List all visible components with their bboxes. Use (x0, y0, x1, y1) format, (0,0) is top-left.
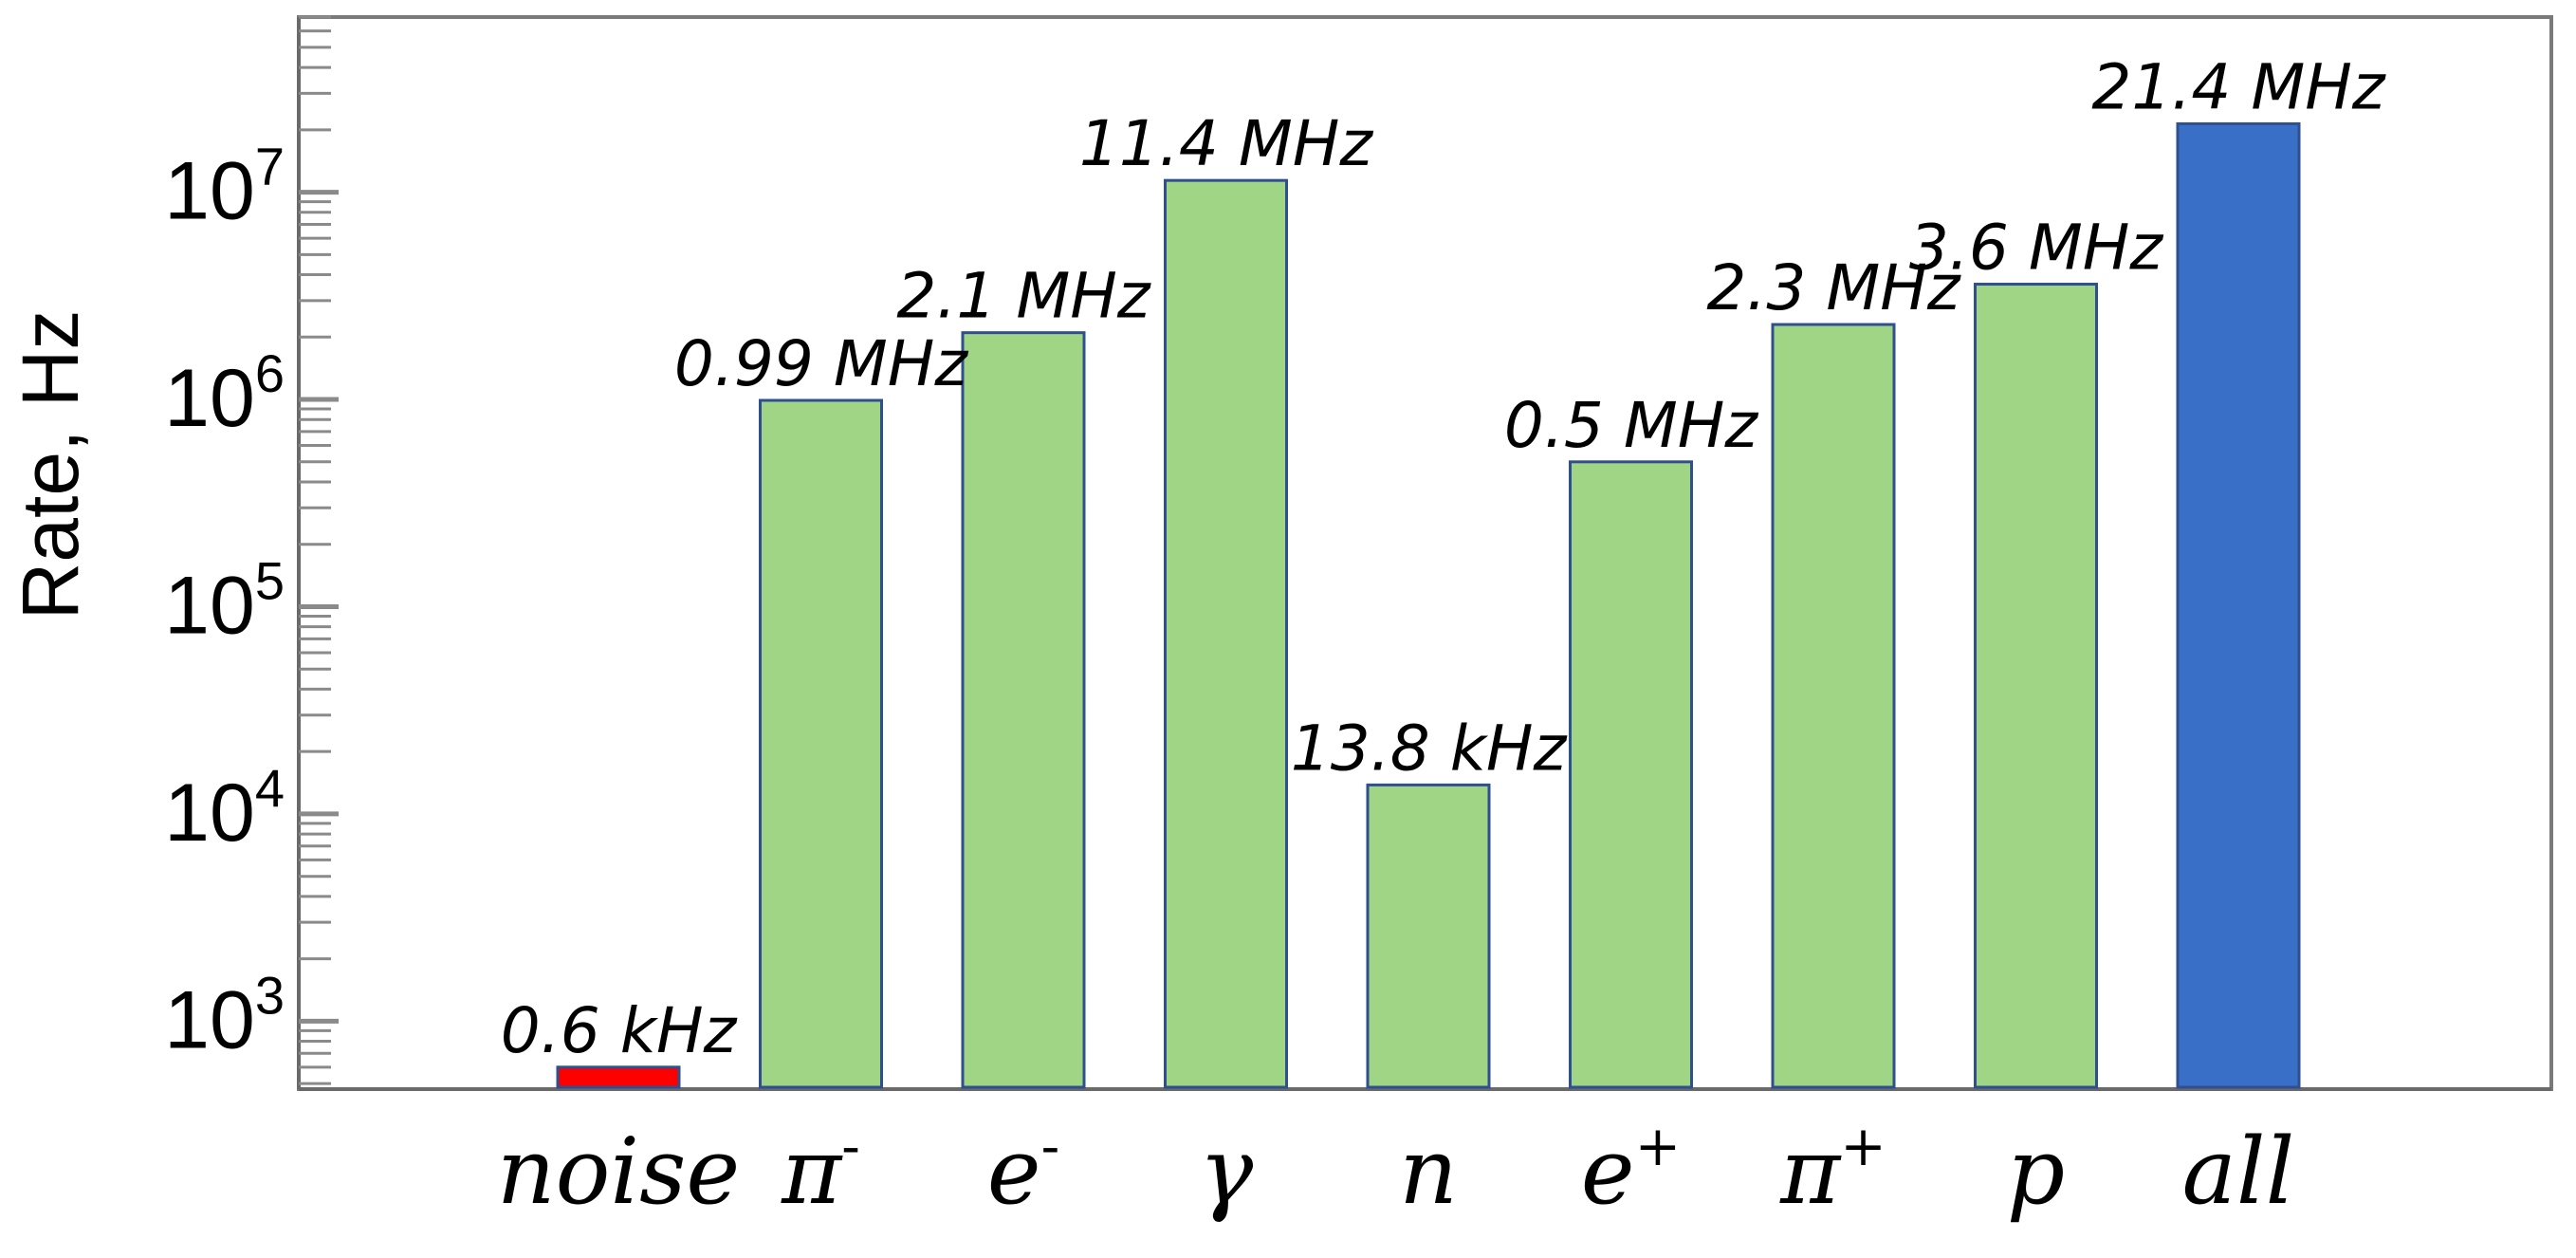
x-tick-superscript: - (1041, 1114, 1060, 1178)
y-tick-exponent: 6 (255, 343, 285, 403)
bar (759, 398, 883, 1089)
x-tick-label: e+ (1581, 1114, 1681, 1225)
data-label: 2.3 MHz (1706, 251, 1961, 324)
x-tick-label: p (2007, 1119, 2065, 1225)
bar (1569, 460, 1693, 1089)
bar (556, 1065, 681, 1089)
y-tick-label: 106 (164, 343, 285, 444)
data-label: 0.6 kHz (501, 994, 738, 1067)
x-tick-base: all (2182, 1119, 2295, 1225)
x-tick-base: noise (497, 1119, 740, 1225)
data-label: 21.4 MHz (2091, 50, 2386, 123)
y-axis-title: Rate, Hz (6, 310, 95, 620)
x-tick-label: γ (1199, 1119, 1254, 1225)
y-tick-exponent: 5 (255, 550, 285, 610)
x-tick-label: π+ (1779, 1114, 1886, 1225)
bar (961, 331, 1086, 1089)
x-tick-base: n (1399, 1119, 1458, 1225)
y-tick-exponent: 4 (255, 758, 285, 818)
y-tick-label: 103 (164, 965, 285, 1065)
x-tick-label: e- (987, 1114, 1059, 1225)
bar (1366, 783, 1491, 1089)
plot-frame (297, 15, 2553, 1091)
data-label: 11.4 MHz (1079, 107, 1374, 180)
x-tick-base: π (1779, 1119, 1842, 1225)
x-tick-label: all (2182, 1119, 2295, 1225)
x-tick-base: π (781, 1119, 843, 1225)
y-tick-base: 10 (164, 560, 255, 651)
bar (1164, 178, 1288, 1089)
y-tick-base: 10 (164, 146, 255, 237)
bar (1771, 323, 1896, 1089)
data-label: 13.8 kHz (1291, 712, 1568, 785)
bar (1974, 283, 2098, 1089)
data-label: 0.5 MHz (1504, 389, 1759, 462)
x-tick-base: γ (1199, 1119, 1254, 1225)
x-tick-label: noise (497, 1119, 740, 1225)
x-tick-base: p (2007, 1119, 2065, 1225)
x-tick-superscript: + (1840, 1114, 1886, 1178)
y-tick-exponent: 3 (255, 965, 285, 1025)
y-tick-base: 10 (164, 974, 255, 1065)
y-tick-label: 107 (164, 137, 285, 237)
x-tick-base: e (987, 1119, 1041, 1225)
data-label: 3.6 MHz (1909, 212, 2164, 285)
y-tick-base: 10 (164, 768, 255, 859)
x-tick-base: e (1581, 1119, 1635, 1225)
y-tick-base: 10 (164, 353, 255, 444)
x-tick-superscript: - (841, 1114, 860, 1178)
x-tick-label: n (1399, 1119, 1458, 1225)
x-tick-label: π- (781, 1114, 860, 1225)
y-tick-label: 105 (164, 550, 285, 651)
data-label: 2.1 MHz (896, 260, 1151, 333)
y-tick-exponent: 7 (255, 137, 285, 196)
y-tick-label: 104 (164, 758, 285, 859)
bars (556, 121, 2301, 1089)
data-label: 0.99 MHz (674, 327, 969, 400)
x-tick-superscript: + (1635, 1114, 1682, 1178)
bar (2176, 121, 2301, 1089)
x-axis-labels: noise π-e-γ n e+ π+ p all (497, 1114, 2295, 1225)
